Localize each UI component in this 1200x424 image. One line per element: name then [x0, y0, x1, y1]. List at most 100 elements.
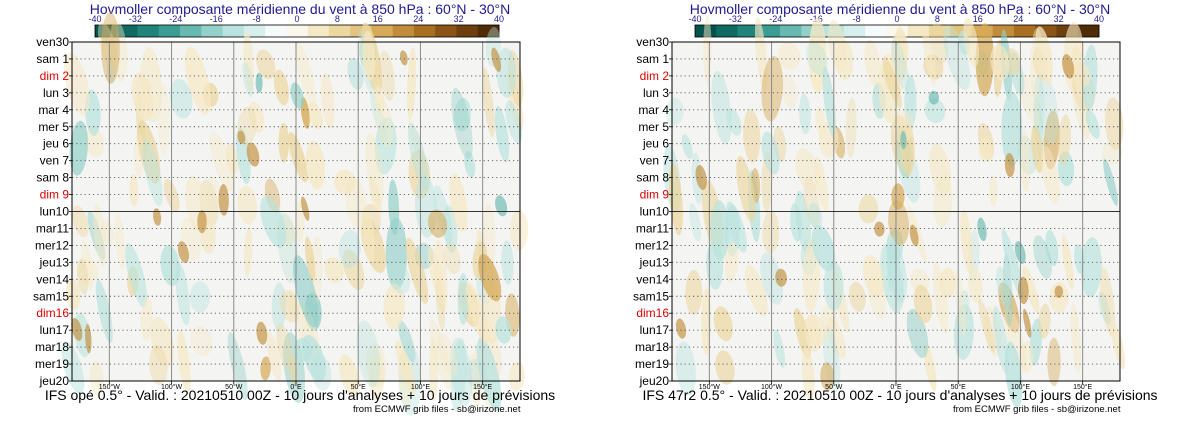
- wind-anomaly-shading: [398, 320, 416, 363]
- wind-anomaly-shading: [1001, 91, 1023, 167]
- wind-anomaly-shading: [1038, 76, 1059, 145]
- wind-anomaly-shading: [344, 175, 368, 229]
- wind-anomaly-shading: [675, 341, 696, 396]
- wind-anomaly-shading: [1070, 303, 1081, 373]
- wind-anomaly-shading: [954, 270, 967, 336]
- colorbar-tick-label: 8: [935, 14, 940, 24]
- plot-frame: [671, 41, 1121, 382]
- day-label: sam15: [633, 289, 669, 303]
- colorbar-tick-label: 40: [494, 14, 504, 24]
- wind-anomaly-shading: [882, 57, 902, 109]
- wind-anomaly-shading: [990, 44, 1010, 81]
- day-label: mer12: [635, 238, 669, 252]
- wind-anomaly-shading: [822, 66, 836, 138]
- wind-anomaly-shading: [913, 284, 933, 324]
- wind-anomaly-shading: [1098, 291, 1111, 325]
- wind-anomaly-shading: [922, 25, 936, 86]
- wind-anomaly-shading: [204, 175, 222, 225]
- colorbar-tick-label: -32: [729, 14, 742, 24]
- wind-anomaly-shading: [1020, 341, 1034, 373]
- wind-anomaly-shading: [255, 72, 263, 93]
- credit-text: from ECMWF grib files - sb@irizone.net: [953, 404, 1121, 415]
- wind-anomaly-shading: [891, 183, 905, 210]
- wind-anomaly-shading: [681, 134, 693, 159]
- colorbar-swatch: [456, 25, 479, 37]
- wind-anomaly-shading: [374, 117, 397, 175]
- colorbar-tick-label: 16: [373, 14, 383, 24]
- colorbar-tick-label: 0: [894, 14, 899, 24]
- colorbar-tick-label: 32: [1054, 14, 1064, 24]
- wind-anomaly-shading: [189, 281, 211, 313]
- wind-anomaly-shading: [827, 318, 847, 359]
- wind-anomaly-shading: [1022, 266, 1040, 313]
- wind-anomaly-shading: [754, 17, 768, 91]
- wind-anomaly-shading: [777, 42, 801, 71]
- colorbar-swatch: [413, 25, 436, 37]
- wind-anomaly-shading: [953, 304, 974, 360]
- colorbar-tick-label: -40: [88, 14, 101, 24]
- wind-anomaly-shading: [278, 122, 289, 163]
- wind-anomaly-shading: [256, 321, 268, 345]
- colorbar-tick-label: 32: [454, 14, 464, 24]
- wind-anomaly-shading: [260, 196, 287, 248]
- wind-anomaly-shading: [713, 306, 733, 342]
- wind-anomaly-shading: [197, 210, 207, 234]
- colorbar-swatch: [716, 25, 738, 37]
- wind-anomaly-shading: [978, 138, 993, 163]
- day-label: ven 7: [40, 154, 70, 168]
- wind-anomaly-shading: [887, 242, 908, 303]
- wind-anomaly-shading: [288, 131, 308, 183]
- wind-anomaly-shading: [289, 355, 298, 386]
- colorbar-tick-label: 16: [973, 14, 983, 24]
- colorbar-swatch: [243, 25, 266, 37]
- wind-anomaly-shading: [801, 347, 815, 401]
- colorbar-swatch: [265, 25, 287, 37]
- wind-anomaly-shading: [295, 199, 305, 243]
- wind-anomaly-shading: [989, 175, 998, 207]
- wind-anomaly-shading: [924, 98, 946, 124]
- day-label: sam 1: [36, 52, 69, 66]
- wind-anomaly-shading: [1035, 26, 1054, 85]
- wind-anomaly-shading: [84, 126, 105, 158]
- wind-anomaly-shading: [909, 224, 919, 247]
- day-label: dim16: [36, 306, 69, 320]
- wind-anomaly-shading: [388, 260, 411, 294]
- wind-anomaly-shading: [125, 243, 148, 308]
- wind-anomaly-shading: [1045, 229, 1059, 267]
- wind-anomaly-shading: [97, 21, 118, 69]
- field-shading-layer: [61, 12, 529, 416]
- wind-anomaly-shading: [295, 337, 313, 362]
- wind-anomaly-shading: [142, 139, 163, 206]
- wind-anomaly-shading: [368, 352, 385, 402]
- wind-anomaly-shading: [114, 212, 126, 269]
- wind-anomaly-shading: [218, 184, 229, 216]
- wind-anomaly-shading: [864, 39, 881, 86]
- wind-anomaly-shading: [887, 236, 897, 292]
- hovmoller-chart: -40-32-24-16-80816243240150°W100°W50°W0°…: [633, 14, 1126, 408]
- day-label: mer 5: [38, 120, 69, 134]
- wind-anomaly-shading: [368, 175, 382, 217]
- wind-anomaly-shading: [385, 217, 408, 290]
- wind-anomaly-shading: [453, 98, 471, 132]
- wind-anomaly-shading: [237, 185, 258, 225]
- wind-anomaly-shading: [495, 195, 508, 217]
- day-label: mer 5: [638, 120, 669, 134]
- wind-anomaly-shading: [150, 317, 175, 367]
- wind-anomaly-shading: [1062, 54, 1075, 79]
- colorbar-tick-label: 0: [294, 14, 299, 24]
- wind-anomaly-shading: [804, 314, 822, 352]
- day-label: ven30: [36, 35, 69, 49]
- colorbar-swatch: [865, 25, 887, 37]
- wind-anomaly-shading: [808, 202, 823, 230]
- wind-anomaly-shading: [307, 102, 324, 130]
- colorbar-tick-label: -8: [253, 14, 261, 24]
- credit-text: from ECMWF grib files - sb@irizone.net: [353, 404, 521, 415]
- colorbar-swatch: [435, 25, 457, 37]
- day-label: ven14: [36, 272, 69, 286]
- x-tick-label: 150°W: [699, 383, 720, 391]
- wind-anomaly-shading: [1038, 303, 1051, 339]
- wind-anomaly-shading: [227, 331, 248, 401]
- colorbar-swatch: [392, 25, 415, 37]
- wind-anomaly-shading: [243, 227, 253, 277]
